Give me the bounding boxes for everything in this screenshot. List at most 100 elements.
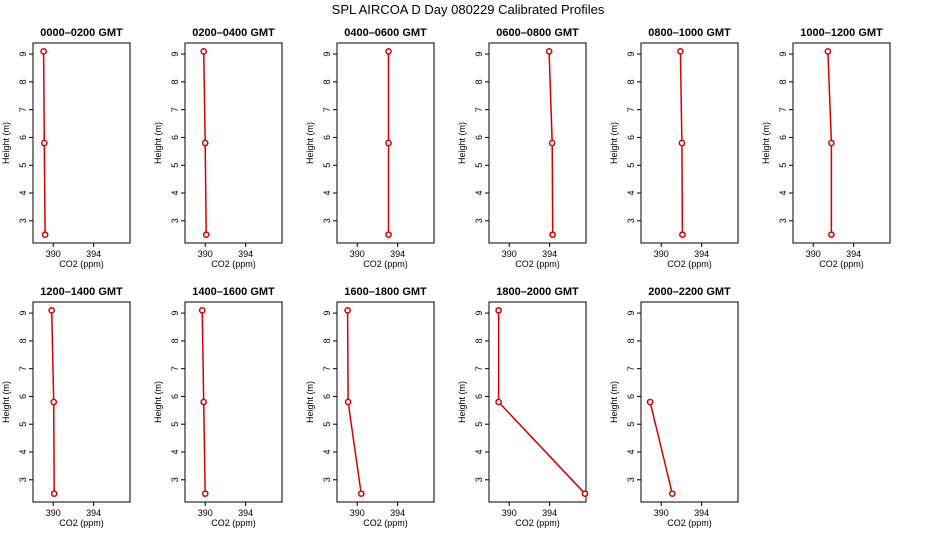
y-tick-label: 7 (18, 107, 28, 112)
y-tick-label: 7 (170, 107, 180, 112)
data-point (344, 398, 352, 406)
x-tick-label: 394 (238, 249, 253, 259)
data-point (198, 306, 206, 314)
data-point (48, 306, 56, 314)
data-point (581, 490, 589, 498)
y-tick-label: 6 (18, 135, 28, 140)
y-tick-label: 8 (18, 338, 28, 343)
data-point (828, 139, 835, 147)
y-axis-label: Height (m) (1, 122, 11, 164)
y-tick-label: 7 (322, 107, 332, 112)
plot-frame (488, 301, 587, 503)
y-tick-label: 5 (778, 163, 788, 168)
y-tick-label: 9 (18, 52, 28, 57)
data-point (201, 490, 209, 498)
data-point (828, 231, 835, 239)
y-tick-label: 6 (170, 394, 180, 399)
y-tick-label: 9 (322, 52, 332, 57)
y-axis-label: Height (m) (305, 122, 315, 164)
y-tick-label: 5 (322, 422, 332, 427)
plot-frame (32, 42, 131, 244)
x-tick-label: 394 (390, 508, 405, 518)
y-axis-label: Height (m) (153, 122, 163, 164)
x-tick-label: 394 (86, 249, 101, 259)
panel-title: 0000–0200 GMT (40, 27, 123, 39)
panel-title: 0200–0400 GMT (192, 27, 275, 39)
y-tick-label: 5 (626, 422, 636, 427)
y-axis-label: Height (m) (153, 381, 163, 423)
x-axis-label: CO2 (ppm) (667, 518, 712, 528)
data-point (344, 306, 351, 314)
data-point (357, 490, 365, 498)
plot-frame (488, 42, 587, 244)
panel-title: 0600–0800 GMT (496, 27, 579, 39)
y-tick-label: 5 (18, 422, 28, 427)
data-point (40, 139, 48, 147)
x-tick-label: 394 (238, 508, 253, 518)
y-tick-label: 4 (18, 449, 28, 454)
plot-frame (184, 42, 283, 244)
x-tick-label: 390 (46, 508, 61, 518)
plot-frame (336, 42, 435, 244)
data-point (668, 490, 676, 498)
data-point (545, 47, 553, 55)
y-tick-label: 9 (322, 311, 332, 316)
y-tick-label: 8 (626, 79, 636, 84)
y-tick-label: 3 (322, 218, 332, 223)
y-tick-label: 4 (170, 190, 180, 195)
plot-frame (336, 301, 435, 503)
y-tick-label: 3 (474, 218, 484, 223)
y-tick-label: 9 (626, 52, 636, 57)
data-point (679, 231, 686, 239)
y-tick-label: 9 (474, 52, 484, 57)
x-tick-label: 390 (654, 508, 669, 518)
x-axis-label: CO2 (ppm) (515, 259, 560, 269)
y-tick-label: 7 (170, 366, 180, 371)
x-tick-label: 390 (46, 249, 61, 259)
y-axis-label: Height (m) (761, 122, 771, 164)
y-tick-label: 6 (474, 394, 484, 399)
data-point (202, 231, 210, 239)
y-tick-label: 7 (778, 107, 788, 112)
x-tick-label: 394 (694, 249, 709, 259)
y-tick-label: 6 (322, 394, 332, 399)
data-point (200, 47, 208, 55)
x-axis-label: CO2 (ppm) (515, 518, 560, 528)
plot-frame (32, 301, 131, 503)
x-axis-label: CO2 (ppm) (363, 259, 408, 269)
y-tick-label: 7 (18, 366, 28, 371)
x-tick-label: 390 (350, 508, 365, 518)
y-tick-label: 8 (322, 338, 332, 343)
y-tick-label: 5 (474, 422, 484, 427)
plot-frame (640, 42, 739, 244)
series-line (497, 310, 586, 495)
y-tick-label: 5 (170, 163, 180, 168)
y-tick-label: 9 (170, 52, 180, 57)
y-tick-label: 5 (474, 163, 484, 168)
data-point (200, 398, 208, 406)
y-tick-label: 4 (778, 190, 788, 195)
data-point (495, 398, 502, 406)
panel-title: 1000–1200 GMT (800, 27, 883, 39)
panel-title: 1400–1600 GMT (192, 286, 275, 298)
x-tick-label: 394 (542, 508, 557, 518)
y-tick-label: 8 (322, 79, 332, 84)
panel-title: 2000–2200 GMT (648, 286, 731, 298)
y-tick-label: 6 (626, 394, 636, 399)
y-tick-label: 3 (322, 477, 332, 482)
y-tick-label: 3 (626, 218, 636, 223)
y-tick-label: 9 (170, 311, 180, 316)
y-axis-label: Height (m) (609, 381, 619, 423)
x-axis-label: CO2 (ppm) (667, 259, 712, 269)
panel-title: 0800–1000 GMT (648, 27, 731, 39)
y-tick-label: 4 (626, 449, 636, 454)
x-axis-label: CO2 (ppm) (59, 518, 104, 528)
x-tick-label: 390 (502, 508, 517, 518)
